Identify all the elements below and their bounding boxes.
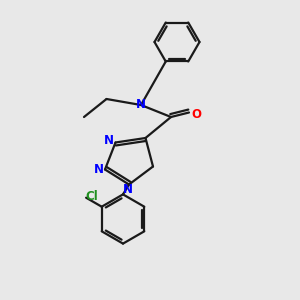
Text: O: O: [191, 107, 202, 121]
Text: Cl: Cl: [86, 190, 98, 203]
Text: N: N: [122, 183, 133, 196]
Text: N: N: [136, 98, 146, 112]
Text: N: N: [93, 163, 103, 176]
Text: N: N: [104, 134, 114, 148]
